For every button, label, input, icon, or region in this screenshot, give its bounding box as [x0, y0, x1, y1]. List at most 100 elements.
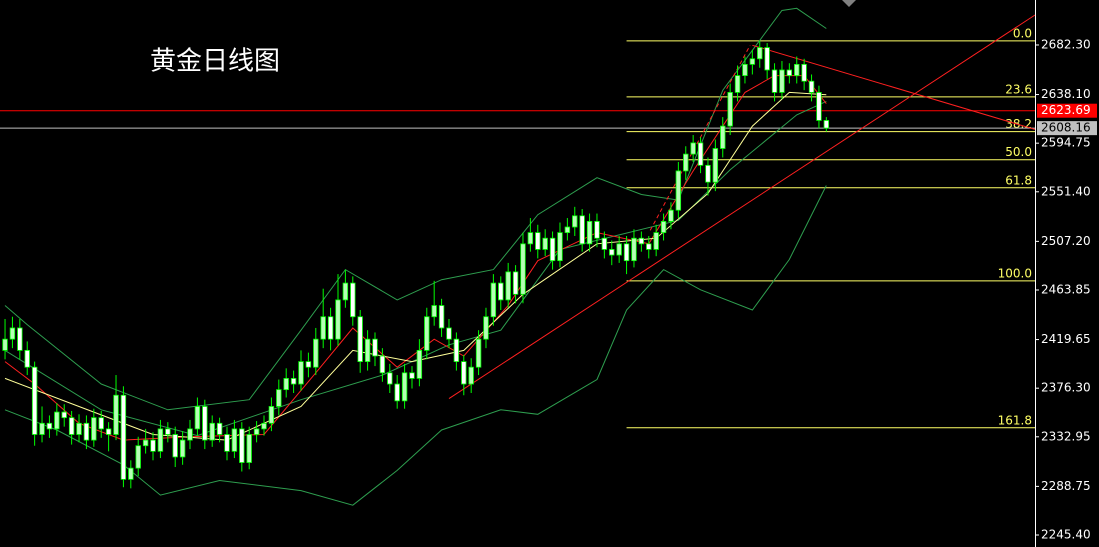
price-label: 2623.69 [1041, 103, 1091, 117]
candle-body [512, 271, 519, 295]
candle-body [631, 237, 637, 262]
fib-label: 0.0 [1013, 26, 1032, 40]
candle-body [742, 63, 748, 76]
candle-body [697, 142, 704, 166]
candle-body [68, 417, 75, 435]
candle-body [483, 316, 489, 340]
candle-body [268, 406, 275, 424]
candle-body [231, 428, 238, 452]
y-tick-label: 2288.75 [1041, 479, 1091, 493]
candle-body [438, 305, 445, 329]
y-tick-label: 2594.75 [1041, 136, 1091, 150]
candle-body [342, 282, 349, 301]
indicator-line [4, 7, 827, 411]
candle-body [305, 361, 312, 368]
candle-body [564, 226, 571, 234]
candle-body [646, 243, 652, 250]
candle-body [586, 221, 593, 245]
candle-body [165, 428, 171, 435]
candle-body [24, 349, 30, 368]
candle-body [660, 221, 667, 234]
candle-body [727, 92, 733, 127]
candle-body [535, 232, 541, 250]
candle-body [120, 394, 127, 480]
candle-body [387, 372, 393, 385]
candle-body [705, 164, 711, 183]
candle-body [187, 428, 193, 441]
candle-body [734, 75, 741, 93]
candle-body [668, 209, 674, 222]
candle-body [431, 305, 437, 318]
candle-body [76, 422, 82, 435]
y-tick-label: 2551.40 [1041, 184, 1091, 198]
candle-body [128, 467, 134, 480]
y-tick-label: 2419.65 [1041, 332, 1091, 346]
candle-body [468, 366, 474, 385]
y-tick-label: 2245.40 [1041, 527, 1091, 541]
indicator-line [4, 185, 827, 506]
candle-body [542, 237, 548, 250]
candle-body [298, 361, 304, 385]
candle-body [357, 316, 363, 363]
candle-body [771, 69, 778, 93]
candle-body [823, 120, 830, 129]
candle-body [194, 406, 201, 430]
candle-body [453, 338, 460, 363]
trend-line [448, 14, 1036, 400]
y-tick-label: 2332.95 [1041, 429, 1091, 443]
candle-body [209, 422, 215, 441]
candle-body [594, 221, 600, 239]
candle-body [290, 378, 297, 385]
fib-label: 50.0 [1005, 145, 1032, 159]
candle-body [794, 63, 800, 76]
candle-body [690, 142, 696, 155]
candle-body [224, 434, 230, 452]
candle-body [46, 422, 53, 430]
candle-body [9, 327, 16, 340]
candle-body [461, 361, 467, 385]
candle-body [475, 338, 482, 368]
candle-body [505, 271, 511, 301]
candle-body [720, 125, 726, 149]
candle-body [135, 445, 141, 469]
candle-body [350, 282, 356, 318]
candle-body [557, 232, 563, 262]
candle-body [150, 439, 156, 452]
y-tick-label: 2682.30 [1041, 37, 1091, 51]
candle-body [202, 406, 208, 441]
candle-body [801, 63, 807, 82]
candle-body [786, 69, 793, 76]
candle-body [83, 422, 90, 441]
candle-body [749, 58, 756, 65]
candle-body [113, 394, 119, 435]
candle-body [379, 355, 386, 374]
candle-body [520, 243, 526, 295]
candle-body [394, 383, 400, 402]
scroll-marker [842, 0, 856, 7]
candle-body [172, 434, 178, 458]
fib-label: 23.6 [1005, 82, 1032, 96]
candle-body [105, 428, 112, 435]
y-tick-label: 2376.30 [1041, 381, 1091, 395]
candle-body [601, 237, 608, 250]
y-tick-label: 2507.20 [1041, 234, 1091, 248]
candle-body [2, 338, 8, 351]
candle-body [98, 417, 104, 430]
candle-body [253, 428, 260, 435]
candle-body [527, 232, 534, 245]
chart-title: 黄金日线图 [150, 47, 280, 77]
fib-label: 61.8 [1005, 173, 1032, 187]
candle-body [764, 47, 770, 71]
candle-body [239, 428, 245, 463]
candle-body [372, 338, 378, 357]
price-label-box [1037, 121, 1097, 136]
candle-body [54, 411, 60, 430]
candle-body [142, 439, 149, 447]
candle-body [409, 372, 415, 379]
candle-body [327, 316, 334, 340]
candle-body [179, 439, 186, 458]
candle-body [216, 422, 223, 435]
candle-body [31, 366, 38, 435]
candle-body [712, 148, 719, 183]
